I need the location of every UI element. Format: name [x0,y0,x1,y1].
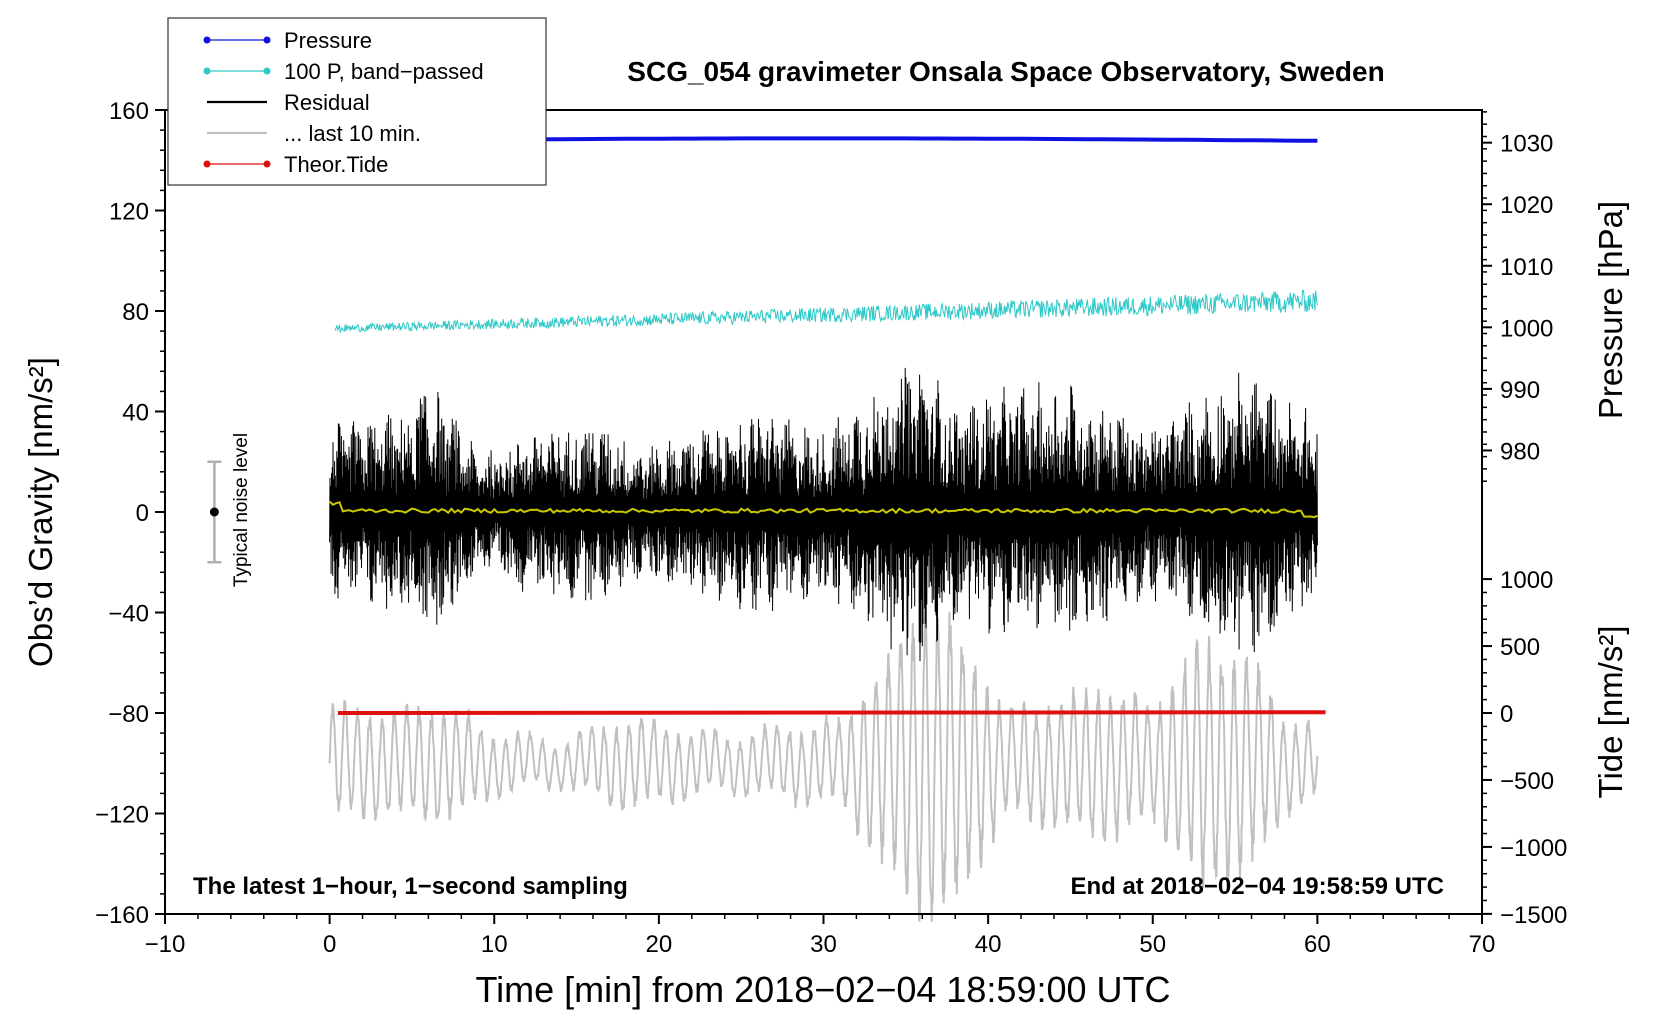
y-tick-label: −120 [95,802,149,829]
x-tick-label: 20 [646,931,673,958]
pressure-tick-label: 980 [1500,438,1540,465]
y-tick-label: 40 [122,400,149,427]
tide-axis-label: Tide [nm/s²] [1592,626,1629,799]
legend-marker-left-100-p-band-passed [203,67,211,75]
series-theor-tide-line [337,710,1326,715]
legend-marker-right-theor-tide [263,160,271,168]
end-time-annotation: End at 2018−02−04 19:58:59 UTC [1070,873,1444,900]
x-tick-label: 30 [810,931,837,958]
noise-bar-center-dot [209,507,219,517]
x-tick-label: 70 [1469,931,1496,958]
series-last-10-min-line [328,607,1319,922]
series-layer [328,136,1326,922]
legend-label-last-10-min: ... last 10 min. [284,121,421,146]
tide-tick-label: 0 [1500,701,1513,728]
y-tick-label: −80 [108,701,149,728]
pressure-tick-label: 1030 [1500,131,1553,158]
x-axis-label: Time [min] from 2018−02−04 18:59:00 UTC [475,969,1170,1010]
pressure-tick-label: 1000 [1500,315,1553,342]
legend: Pressure 100 P, band−passed Residual ... la… [167,17,547,186]
legend-label-residual: Residual [284,90,370,115]
x-tick-label: 10 [481,931,508,958]
sampling-annotation: The latest 1−hour, 1−second sampling [193,873,628,900]
tide-tick-label: −1000 [1500,835,1567,862]
tide-tick-label: −500 [1500,768,1554,795]
legend-marker-right-pressure [263,36,271,44]
y-tick-label: 120 [109,199,149,226]
legend-label-pressure: Pressure [284,28,372,53]
series-residual-mean-line [328,500,1318,519]
series-residual-line [329,367,1318,662]
pressure-axis-label: Pressure [hPa] [1592,201,1629,419]
legend-label-theor-tide: Theor.Tide [284,152,388,177]
x-tick-label: 0 [323,931,336,958]
pressure-tick-label: 990 [1500,377,1540,404]
y-tick-label: −160 [95,902,149,929]
pressure-tick-label: 1020 [1500,192,1553,219]
legend-label-100-p-band-passed: 100 P, band−passed [284,59,484,84]
legend-entries: Pressure 100 P, band−passed Residual ... la… [203,28,484,177]
y-axis-label: Obs’d Gravity [nm/s²] [22,357,59,667]
x-tick-label: 40 [975,931,1002,958]
tide-tick-label: −1500 [1500,902,1567,929]
y-tick-label: 0 [136,500,149,527]
y-tick-label: −40 [108,601,149,628]
x-tick-label: 50 [1139,931,1166,958]
legend-marker-left-pressure [203,36,211,44]
x-tick-label: −10 [145,931,186,958]
noise-level-label: Typical noise level [231,433,252,587]
y-tick-label: 160 [109,98,149,125]
pressure-tick-label: 1010 [1500,254,1553,281]
tide-tick-label: 500 [1500,634,1540,661]
y-tick-label: 80 [122,299,149,326]
legend-marker-left-theor-tide [203,160,211,168]
legend-marker-right-100-p-band-passed [263,67,271,75]
axes-layer: −10 0 10 20 30 40 50 60 70−160−120−80−4004080120… [95,98,1567,958]
x-tick-label: 60 [1304,931,1331,958]
series-band-passed-pressure-line [334,289,1318,334]
chart-title: SCG_054 gravimeter Onsala Space Observat… [627,56,1384,87]
tide-tick-label: 1000 [1500,567,1553,594]
